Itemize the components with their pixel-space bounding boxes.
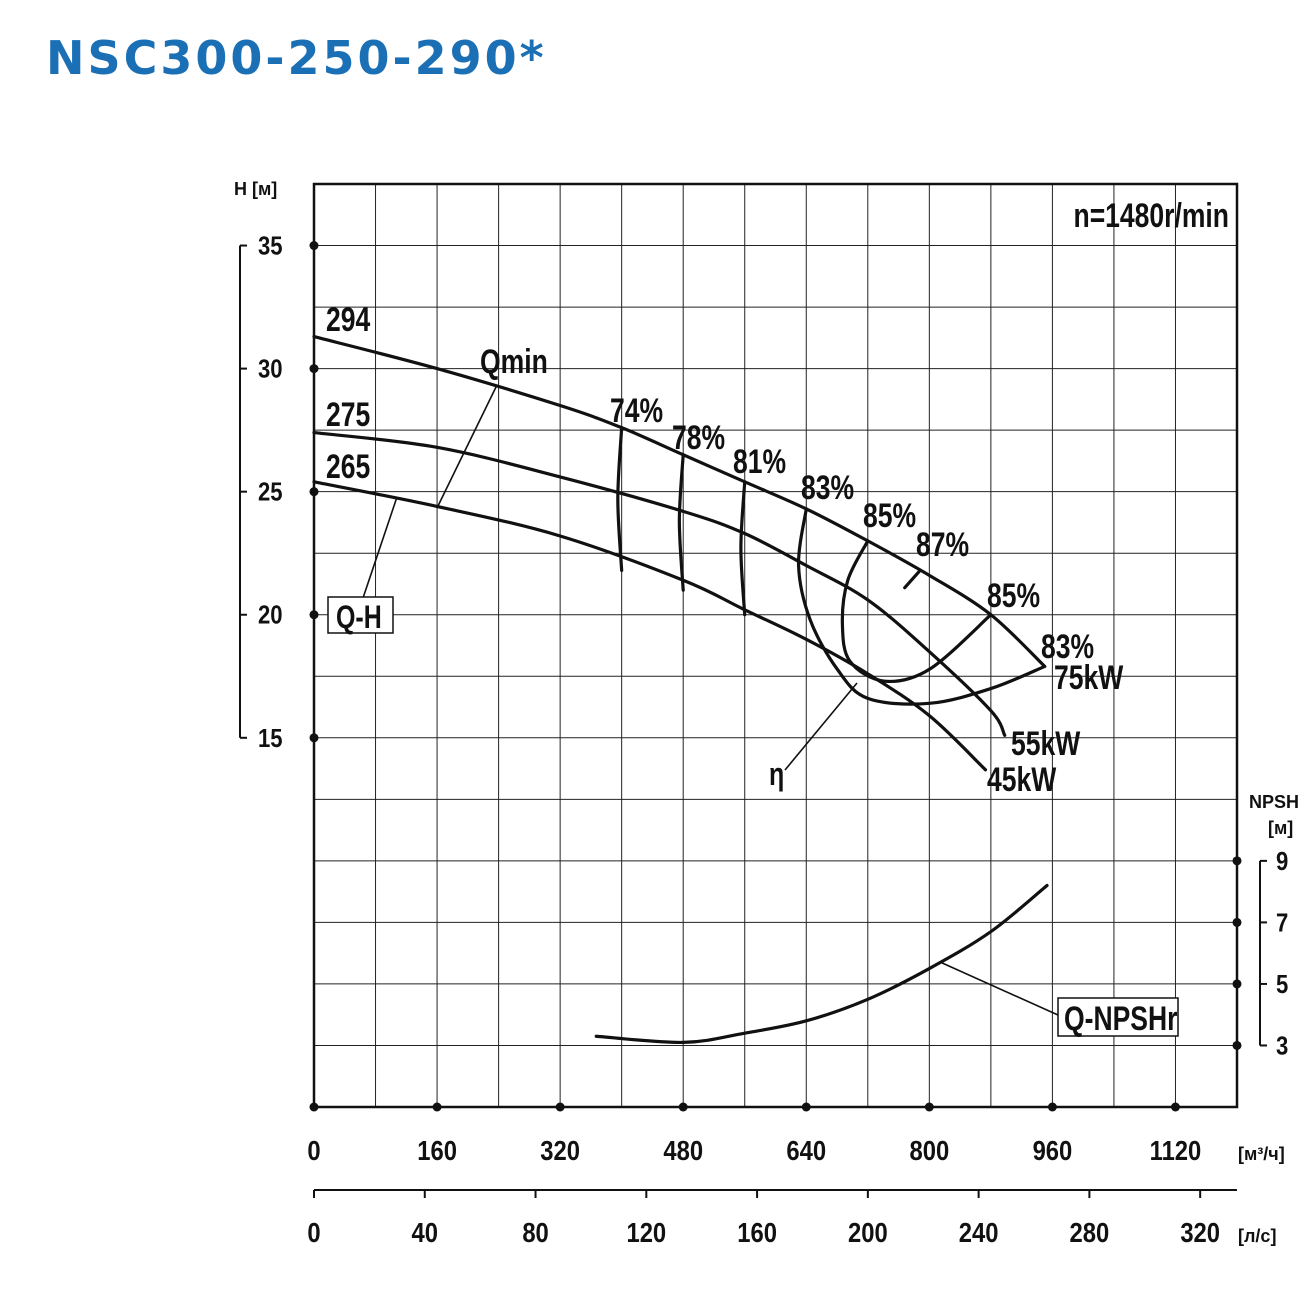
x-tick-dot bbox=[555, 1102, 565, 1112]
x2-tick-label: 240 bbox=[959, 1216, 999, 1248]
annotation: η bbox=[769, 757, 784, 793]
y2-tick-label: 5 bbox=[1276, 970, 1288, 999]
curve-label: 87% bbox=[916, 526, 969, 564]
curve-label: 275 bbox=[326, 396, 370, 434]
curve-label: 83% bbox=[801, 469, 854, 507]
x2-tick-label: 0 bbox=[307, 1216, 320, 1248]
x2-tick-label: 120 bbox=[626, 1216, 666, 1248]
label-box bbox=[1057, 997, 1179, 1037]
x-tick-label: 800 bbox=[909, 1134, 949, 1166]
label-box bbox=[327, 596, 394, 634]
leader-line bbox=[436, 384, 498, 509]
x-axis-label: [м³/ч] bbox=[1238, 1144, 1285, 1164]
x-tick-label: 640 bbox=[786, 1134, 826, 1166]
x2-tick-label: 200 bbox=[848, 1216, 888, 1248]
y-tick-label: 35 bbox=[258, 232, 283, 261]
curve bbox=[312, 430, 1007, 737]
y-tick-label: 20 bbox=[258, 601, 283, 630]
x-tick-dot bbox=[924, 1102, 934, 1112]
curve-label: 74% bbox=[610, 392, 663, 430]
subtitle: n=1480r/min bbox=[1073, 197, 1229, 235]
y-tick-dot bbox=[309, 241, 319, 251]
curve-label: 81% bbox=[733, 443, 786, 481]
curve-label: 78% bbox=[672, 419, 725, 457]
y2-tick-dot bbox=[1232, 917, 1242, 927]
x2-tick-label: 80 bbox=[522, 1216, 548, 1248]
annotation: 45kW bbox=[987, 761, 1056, 799]
curve bbox=[594, 883, 1049, 1044]
x-tick-dot bbox=[309, 1102, 319, 1112]
leader-line bbox=[362, 496, 398, 599]
y-tick-label: 25 bbox=[258, 478, 283, 507]
annotation: Q-H bbox=[336, 600, 382, 636]
x-tick-label: 480 bbox=[663, 1134, 703, 1166]
x2-tick-label: 160 bbox=[737, 1216, 777, 1248]
leader-line bbox=[904, 569, 921, 589]
annotation: Q-NPSHr bbox=[1064, 1000, 1178, 1038]
x2-tick-label: 280 bbox=[1070, 1216, 1110, 1248]
curve bbox=[796, 507, 1047, 706]
x-tick-label: 0 bbox=[307, 1134, 320, 1166]
annotation: 75kW bbox=[1054, 659, 1123, 697]
curve-label: 83% bbox=[1041, 628, 1094, 666]
y-tick-dot bbox=[309, 733, 319, 743]
x-tick-dot bbox=[1170, 1102, 1180, 1112]
y2-axis-label: NPSH bbox=[1249, 792, 1299, 812]
annotation: Qmin bbox=[480, 343, 548, 381]
y2-tick-label: 9 bbox=[1276, 847, 1288, 876]
y-tick-label: 15 bbox=[258, 724, 283, 753]
x-tick-dot bbox=[1047, 1102, 1057, 1112]
curve bbox=[312, 335, 1047, 669]
x-tick-label: 320 bbox=[540, 1134, 580, 1166]
y-tick-dot bbox=[309, 364, 319, 374]
y2-tick-dot bbox=[1232, 979, 1242, 989]
x-tick-label: 1120 bbox=[1150, 1134, 1202, 1166]
x2-axis-label: [л/с] bbox=[1238, 1226, 1276, 1246]
chart-title: NSC300-250-290* bbox=[46, 31, 547, 85]
y-tick-dot bbox=[309, 487, 319, 497]
x2-tick-label: 320 bbox=[1180, 1216, 1220, 1248]
curve bbox=[840, 539, 993, 684]
y2-tick-dot bbox=[1232, 1040, 1242, 1050]
y2-tick-dot bbox=[1232, 856, 1242, 866]
y2-tick-label: 7 bbox=[1276, 909, 1288, 938]
x-tick-dot bbox=[801, 1102, 811, 1112]
curve bbox=[312, 480, 988, 772]
x-tick-label: 160 bbox=[417, 1134, 457, 1166]
curve-label: 294 bbox=[326, 301, 370, 339]
curve bbox=[616, 426, 624, 573]
x-tick-label: 960 bbox=[1033, 1134, 1073, 1166]
curve-label: 85% bbox=[987, 577, 1040, 615]
curve bbox=[739, 480, 747, 617]
y-tick-label: 30 bbox=[258, 355, 283, 384]
curve-label: 265 bbox=[326, 448, 370, 486]
x-tick-dot bbox=[678, 1102, 688, 1112]
leader-line bbox=[939, 961, 1059, 1016]
y-tick-dot bbox=[309, 610, 319, 620]
x-tick-dot bbox=[432, 1102, 442, 1112]
y-axis-label: H [м] bbox=[234, 179, 277, 199]
x2-tick-label: 40 bbox=[412, 1216, 438, 1248]
y2-tick-label: 3 bbox=[1276, 1032, 1288, 1061]
plot-frame bbox=[312, 182, 1239, 1109]
curve bbox=[677, 453, 685, 592]
y2-axis-label: [м] bbox=[1268, 818, 1293, 838]
leader-line bbox=[784, 682, 858, 771]
annotation: 55kW bbox=[1011, 725, 1080, 763]
curve-label: 85% bbox=[863, 497, 916, 535]
